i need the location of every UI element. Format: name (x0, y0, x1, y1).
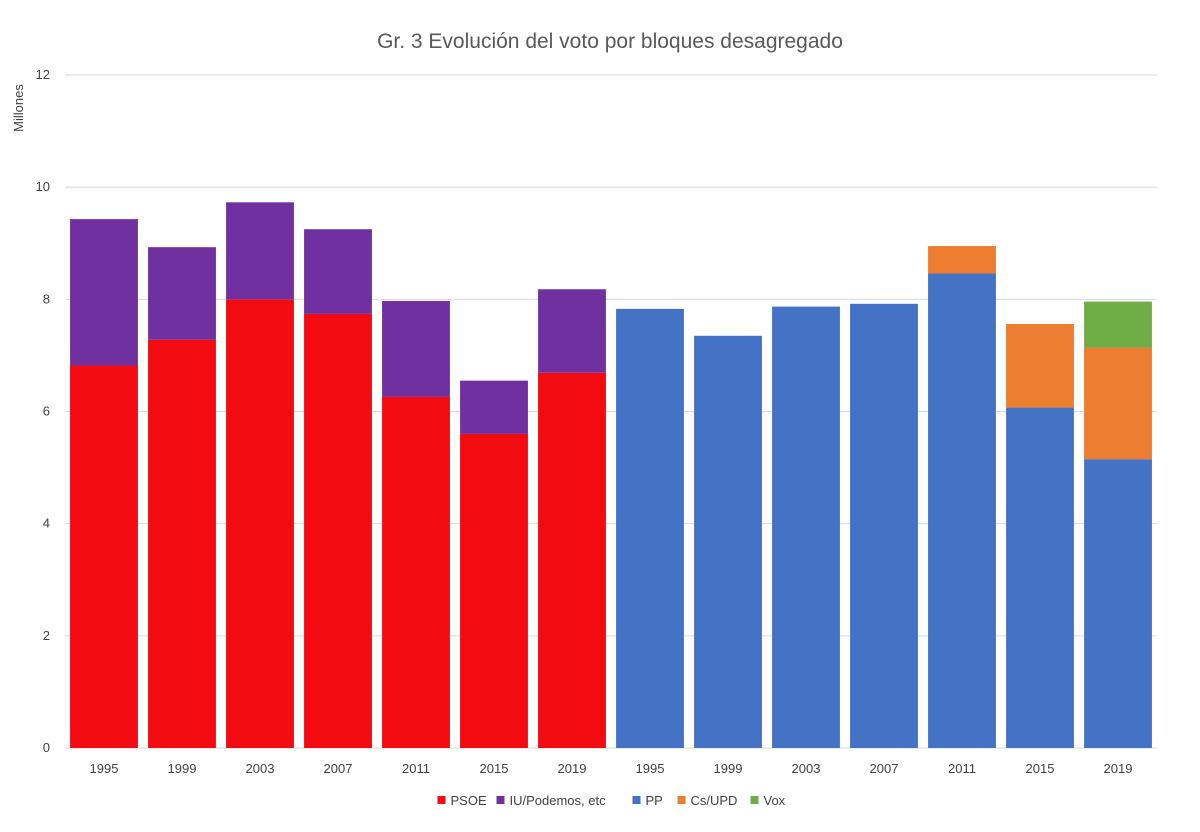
x-tick-label: 2011 (402, 761, 430, 776)
bar-segment (1084, 459, 1152, 748)
legend: PSOE IU/Podemos, etc PP Cs/UPD Vox (437, 793, 786, 808)
x-tick-label: 2011 (948, 761, 976, 776)
legend-label: PP (646, 793, 663, 808)
bar-segment (148, 247, 216, 340)
x-tick-label: 2003 (246, 761, 275, 776)
legend-swatch (750, 796, 759, 804)
bar-segment (616, 308, 684, 748)
bar-segment (226, 202, 294, 300)
x-tick-label: 2015 (480, 761, 509, 776)
bar-segment (928, 273, 996, 748)
legend-label: IU/Podemos, etc (510, 793, 607, 808)
x-tick-label: 2003 (792, 761, 821, 776)
legend-swatch (632, 796, 641, 804)
bar-segment (148, 339, 216, 748)
bar-segment (1084, 347, 1152, 460)
y-tick-label: 4 (43, 516, 50, 531)
y-tick-label: 6 (43, 404, 50, 419)
y-tick-label: 12 (36, 67, 50, 82)
legend-swatch (677, 796, 686, 804)
x-tick-label: 2019 (558, 761, 587, 776)
bar-segment (382, 396, 450, 748)
x-tick-label: 2015 (1026, 761, 1055, 776)
bars (70, 202, 1152, 748)
bar-segment (70, 365, 138, 748)
bar-segment (304, 229, 372, 314)
x-tick-label: 1999 (168, 761, 197, 776)
bar-segment (304, 313, 372, 748)
x-tick-label: 2019 (1104, 761, 1133, 776)
bar-segment (538, 372, 606, 748)
bar-segment (1084, 301, 1152, 348)
x-tick-label: 1995 (636, 761, 665, 776)
y-tick-label: 0 (43, 740, 50, 755)
bar-segment (694, 335, 762, 748)
bar-segment (1006, 407, 1074, 748)
y-axis-ticks: 0 2 4 6 8 10 12 (36, 67, 50, 755)
legend-label: PSOE (451, 793, 487, 808)
chart-title: Gr. 3 Evolución del voto por bloques des… (377, 30, 843, 53)
legend-label: Cs/UPD (691, 793, 738, 808)
bar-segment (850, 303, 918, 748)
bar-segment (382, 301, 450, 397)
x-tick-label: 2007 (870, 761, 899, 776)
bar-segment (772, 306, 840, 748)
bar-segment (538, 289, 606, 373)
y-tick-label: 8 (43, 291, 50, 306)
x-axis-ticks: 1995 1999 2003 2007 2011 2015 2019 1995 1999 2003… (90, 761, 1133, 776)
bar-segment (460, 380, 528, 434)
x-tick-label: 2007 (324, 761, 353, 776)
bar-segment (928, 246, 996, 274)
y-tick-label: 10 (36, 179, 50, 194)
legend-swatch (496, 796, 505, 804)
legend-swatch (437, 796, 446, 804)
legend-label: Vox (764, 793, 786, 808)
bar-segment (460, 433, 528, 748)
y-axis-label: Millones (11, 84, 26, 132)
bar-segment (226, 299, 294, 748)
bar-segment (1006, 324, 1074, 408)
bar-segment (70, 219, 138, 366)
x-tick-label: 1995 (90, 761, 119, 776)
y-tick-label: 2 (43, 628, 50, 643)
x-tick-label: 1999 (714, 761, 743, 776)
